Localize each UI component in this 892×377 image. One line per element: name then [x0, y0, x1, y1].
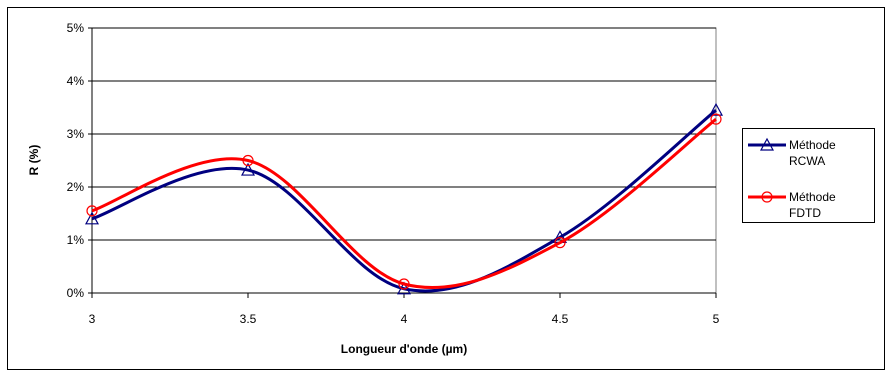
series-0-point-1: [240, 162, 256, 176]
legend-entries: Méthode RCWA Méthode FDTD: [748, 137, 836, 220]
legend-label-1-line1: Méthode: [789, 190, 836, 204]
legend-marker-0: [759, 137, 775, 151]
series-1-point-4: [710, 113, 722, 125]
x-tick-label-4: 5: [713, 312, 720, 326]
x-axis-title: Longueur d'onde (µm): [341, 342, 467, 356]
legend-entry-0: Méthode RCWA: [748, 137, 836, 168]
legend-label-0-line2: RCWA: [789, 154, 825, 168]
series-1-point-0: [86, 205, 98, 217]
series-0-point-0: [84, 211, 100, 225]
series-group: [84, 102, 724, 295]
x-axis-tick-labels: 3 3.5 4 4.5 5: [89, 293, 720, 326]
series-1-point-2: [398, 278, 410, 290]
y-axis-title: R (%): [27, 145, 41, 176]
series-1-point-1: [242, 154, 254, 167]
series-0-point-4: [708, 102, 724, 116]
legend-entry-1: Méthode FDTD: [748, 190, 836, 220]
y-tick-label-5: 5%: [67, 21, 85, 35]
y-tick-label-3: 3%: [67, 127, 85, 141]
series-1: [86, 113, 722, 290]
x-tick-label-1: 3.5: [240, 312, 257, 326]
x-tick-label-3: 4.5: [552, 312, 569, 326]
x-tick-label-0: 3: [89, 312, 96, 326]
y-tick-label-2: 2%: [67, 180, 85, 194]
legend-label-0-line1: Méthode: [789, 138, 836, 152]
legend: Méthode RCWA Méthode FDTD: [742, 128, 875, 223]
legend-marker-1: [761, 191, 773, 203]
plot-area: [91, 27, 717, 294]
x-tick-label-2: 4: [401, 312, 408, 326]
series-1-point-3: [554, 237, 566, 249]
legend-label-1-line2: FDTD: [789, 206, 821, 220]
series-1-line: [91, 117, 717, 290]
y-tick-label-4: 4%: [67, 74, 85, 88]
y-tick-label-0: 0%: [67, 286, 85, 300]
y-axis-tick-labels: 0% 1% 2% 3% 4% 5%: [67, 21, 92, 300]
y-tick-label-1: 1%: [67, 233, 85, 247]
